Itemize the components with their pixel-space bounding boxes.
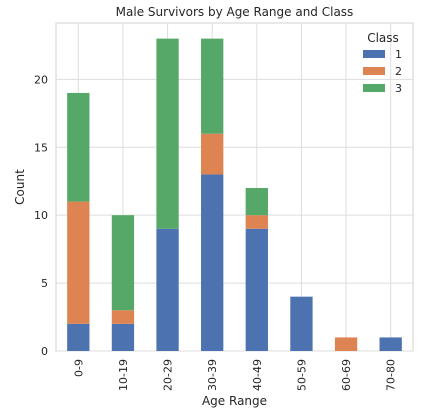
bar-segment-class-3 — [67, 92, 90, 202]
bar-segment-class-1 — [290, 296, 313, 351]
legend-label: 3 — [395, 82, 402, 95]
bar-segment-class-1 — [379, 337, 402, 351]
legend-label: 2 — [395, 65, 402, 78]
x-tick-label: 20-29 — [162, 359, 175, 391]
bar-segment-class-1 — [67, 323, 90, 351]
x-tick-label: 50-59 — [295, 359, 308, 391]
bar-segment-class-2 — [67, 201, 90, 324]
bar-segment-class-1 — [201, 174, 224, 351]
bar-segment-class-2 — [201, 133, 224, 175]
legend-label: 1 — [395, 48, 402, 61]
bars — [67, 38, 402, 351]
bar-segment-class-1 — [245, 228, 268, 351]
x-tick-label: 10-19 — [117, 359, 130, 391]
x-tick-label: 70-80 — [385, 359, 398, 391]
x-tick-label: 0-9 — [72, 359, 85, 377]
y-tick-label: 10 — [34, 209, 48, 222]
plot-area — [55, 22, 414, 352]
x-tick-label: 60-69 — [340, 359, 353, 391]
bar-segment-class-3 — [201, 38, 224, 134]
chart-title: Male Survivors by Age Range and Class — [116, 5, 354, 19]
y-tick-labels: 0 5 10 15 20 — [34, 73, 48, 358]
bar-segment-class-3 — [111, 215, 135, 311]
legend-title: Class — [367, 31, 399, 45]
bar-segment-class-2 — [334, 337, 358, 351]
x-tick-label: 40-49 — [251, 359, 264, 391]
bar-segment-class-2 — [111, 310, 135, 324]
y-tick-label: 15 — [34, 141, 48, 154]
y-tick-label: 5 — [41, 277, 48, 290]
bar-segment-class-3 — [156, 38, 179, 229]
x-axis-title: Age Range — [202, 394, 267, 408]
bar-segment-class-2 — [245, 215, 268, 229]
legend-swatch — [363, 84, 385, 92]
y-axis-title: Count — [13, 169, 27, 205]
legend-swatch — [363, 67, 385, 75]
bar-segment-class-1 — [156, 228, 179, 351]
bar-segment-class-3 — [245, 188, 268, 216]
x-tick-label: 30-39 — [206, 359, 219, 391]
x-tick-labels: 0-9 10-19 20-29 30-39 40-49 50-59 60-69 70-80 — [72, 359, 397, 391]
bar-segment-class-1 — [111, 323, 135, 351]
y-tick-label: 0 — [41, 345, 48, 358]
y-tick-label: 20 — [34, 73, 48, 86]
legend: Class 1 2 3 — [363, 31, 402, 95]
legend-swatch — [363, 50, 385, 58]
